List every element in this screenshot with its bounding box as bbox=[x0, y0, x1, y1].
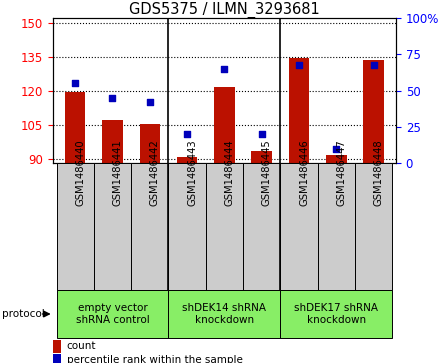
Point bbox=[146, 99, 153, 105]
Bar bbox=[139, 124, 160, 163]
Text: GSM1486445: GSM1486445 bbox=[262, 139, 272, 205]
Bar bbox=[53, 354, 62, 363]
Text: GSM1486446: GSM1486446 bbox=[299, 139, 309, 205]
Text: GSM1486447: GSM1486447 bbox=[336, 139, 346, 205]
Text: GSM1486440: GSM1486440 bbox=[75, 139, 85, 205]
Bar bbox=[280, 290, 392, 338]
Bar bbox=[355, 163, 392, 290]
Point bbox=[183, 131, 191, 137]
Bar bbox=[169, 163, 206, 290]
Bar bbox=[280, 163, 318, 290]
Title: GDS5375 / ILMN_3293681: GDS5375 / ILMN_3293681 bbox=[129, 2, 320, 18]
Bar bbox=[65, 92, 85, 163]
Bar bbox=[177, 156, 198, 163]
Bar bbox=[206, 163, 243, 290]
Text: count: count bbox=[66, 342, 96, 351]
Point bbox=[72, 81, 79, 86]
Point bbox=[221, 66, 228, 72]
Point bbox=[296, 62, 303, 68]
Bar bbox=[326, 155, 347, 163]
Bar bbox=[169, 290, 280, 338]
Point bbox=[258, 131, 265, 137]
Point bbox=[333, 146, 340, 152]
Bar bbox=[94, 163, 131, 290]
Text: GSM1486444: GSM1486444 bbox=[224, 139, 235, 205]
Text: GSM1486443: GSM1486443 bbox=[187, 139, 197, 205]
Text: empty vector
shRNA control: empty vector shRNA control bbox=[76, 303, 149, 325]
Bar bbox=[53, 340, 62, 353]
Text: percentile rank within the sample: percentile rank within the sample bbox=[66, 355, 242, 363]
Text: GSM1486441: GSM1486441 bbox=[113, 139, 122, 205]
Point bbox=[370, 62, 377, 68]
Bar bbox=[56, 163, 94, 290]
Text: shDEK14 shRNA
knockdown: shDEK14 shRNA knockdown bbox=[183, 303, 266, 325]
Bar bbox=[243, 163, 280, 290]
Bar bbox=[363, 60, 384, 163]
Bar bbox=[131, 163, 169, 290]
Bar bbox=[251, 151, 272, 163]
Bar bbox=[289, 58, 309, 163]
Text: protocol: protocol bbox=[2, 309, 45, 319]
Bar bbox=[318, 163, 355, 290]
Text: GSM1486448: GSM1486448 bbox=[374, 139, 384, 205]
Bar bbox=[56, 290, 169, 338]
Bar bbox=[102, 120, 123, 163]
Text: shDEK17 shRNA
knockdown: shDEK17 shRNA knockdown bbox=[294, 303, 378, 325]
Point bbox=[109, 95, 116, 101]
Bar bbox=[214, 87, 235, 163]
Text: GSM1486442: GSM1486442 bbox=[150, 139, 160, 205]
